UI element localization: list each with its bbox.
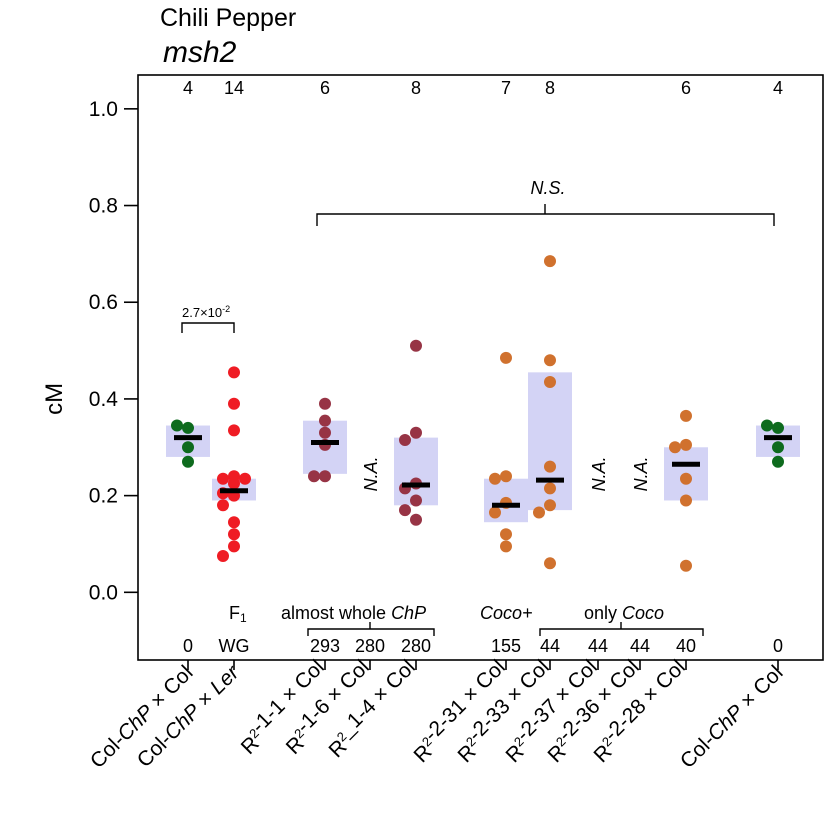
y-tick-label: 0.0 <box>89 581 118 604</box>
data-point <box>182 455 194 468</box>
data-point <box>319 470 331 483</box>
na-label: N.A. <box>589 456 609 491</box>
data-point <box>319 426 331 439</box>
ns-bracket <box>316 204 775 226</box>
na-label: N.A. <box>361 456 381 491</box>
data-point <box>500 528 512 541</box>
chart-title: Chili Pepper <box>160 4 297 32</box>
data-point <box>772 441 784 454</box>
data-point <box>228 540 240 553</box>
x-tick-label: Col-ChP × Col <box>676 661 788 773</box>
bottom-label: 44 <box>630 636 650 656</box>
group-label-coco-plus: Coco+ <box>480 603 533 623</box>
group-bracket-almost-whole <box>307 622 435 636</box>
group-label-f1: F1 <box>229 603 247 625</box>
n-count: 4 <box>183 78 193 98</box>
data-point <box>399 434 411 447</box>
data-point <box>228 397 240 410</box>
iqr-box <box>394 437 438 506</box>
data-point <box>217 499 229 512</box>
y-tick-label: 1.0 <box>89 98 118 121</box>
data-point <box>228 366 240 379</box>
y-tick-label: 0.4 <box>89 388 119 411</box>
data-point <box>680 438 692 451</box>
data-point <box>171 419 183 432</box>
data-point <box>533 506 545 519</box>
data-point <box>680 559 692 572</box>
bottom-label: 44 <box>588 636 608 656</box>
bottom-label: 280 <box>355 636 385 656</box>
data-point <box>410 494 422 507</box>
bottom-label: 40 <box>676 636 696 656</box>
bottom-label: 155 <box>491 636 521 656</box>
ns-label: N.S. <box>530 178 565 198</box>
data-point <box>500 470 512 483</box>
data-point <box>761 419 773 432</box>
data-point <box>410 513 422 526</box>
data-point <box>182 441 194 454</box>
data-point <box>228 516 240 529</box>
data-point <box>228 528 240 541</box>
data-point <box>500 351 512 364</box>
bottom-label: 280 <box>401 636 431 656</box>
data-point <box>228 477 240 490</box>
bottom-label: 44 <box>540 636 560 656</box>
bottom-label: WG <box>219 636 250 656</box>
na-label: N.A. <box>631 456 651 491</box>
data-point <box>544 376 556 389</box>
data-point <box>410 426 422 439</box>
data-point <box>544 460 556 473</box>
data-point <box>544 499 556 512</box>
data-point <box>217 550 229 563</box>
n-count: 8 <box>411 78 421 98</box>
data-point <box>410 339 422 352</box>
n-count: 7 <box>501 78 511 98</box>
data-point <box>544 557 556 570</box>
data-point <box>544 482 556 495</box>
data-point <box>680 409 692 422</box>
data-point <box>489 472 501 485</box>
group-label-almost-whole: almost whole ChP <box>281 603 426 623</box>
group-bracket-only-coco <box>539 622 704 636</box>
data-point <box>544 255 556 268</box>
data-point <box>308 470 320 483</box>
data-point <box>680 494 692 507</box>
data-point <box>319 397 331 410</box>
data-point <box>217 472 229 485</box>
data-point <box>680 472 692 485</box>
data-point <box>772 421 784 434</box>
data-point <box>669 441 681 454</box>
pvalue-bracket <box>181 322 235 333</box>
data-point <box>239 472 251 485</box>
data-point <box>182 421 194 434</box>
y-tick-label: 0.8 <box>89 195 118 218</box>
y-tick-label: 0.2 <box>89 485 118 508</box>
data-point <box>228 424 240 437</box>
n-count: 6 <box>320 78 330 98</box>
n-count: 8 <box>545 78 555 98</box>
bottom-label: 0 <box>183 636 193 656</box>
n-count: 4 <box>773 78 783 98</box>
data-point <box>772 455 784 468</box>
group-label-only-coco: only Coco <box>584 603 664 623</box>
chart-subtitle: msh2 <box>163 36 237 69</box>
plot-frame <box>137 74 824 661</box>
n-count: 6 <box>681 78 691 98</box>
y-axis-label: cM <box>41 383 68 415</box>
data-point <box>489 506 501 519</box>
data-point <box>500 540 512 553</box>
pvalue-label: 2.7×10-2 <box>182 304 230 320</box>
data-point <box>319 414 331 427</box>
bottom-label: 293 <box>310 636 340 656</box>
bottom-label: 0 <box>773 636 783 656</box>
data-point <box>544 354 556 367</box>
y-tick-label: 0.6 <box>89 291 118 314</box>
n-count: 14 <box>224 78 244 98</box>
data-point <box>399 504 411 517</box>
